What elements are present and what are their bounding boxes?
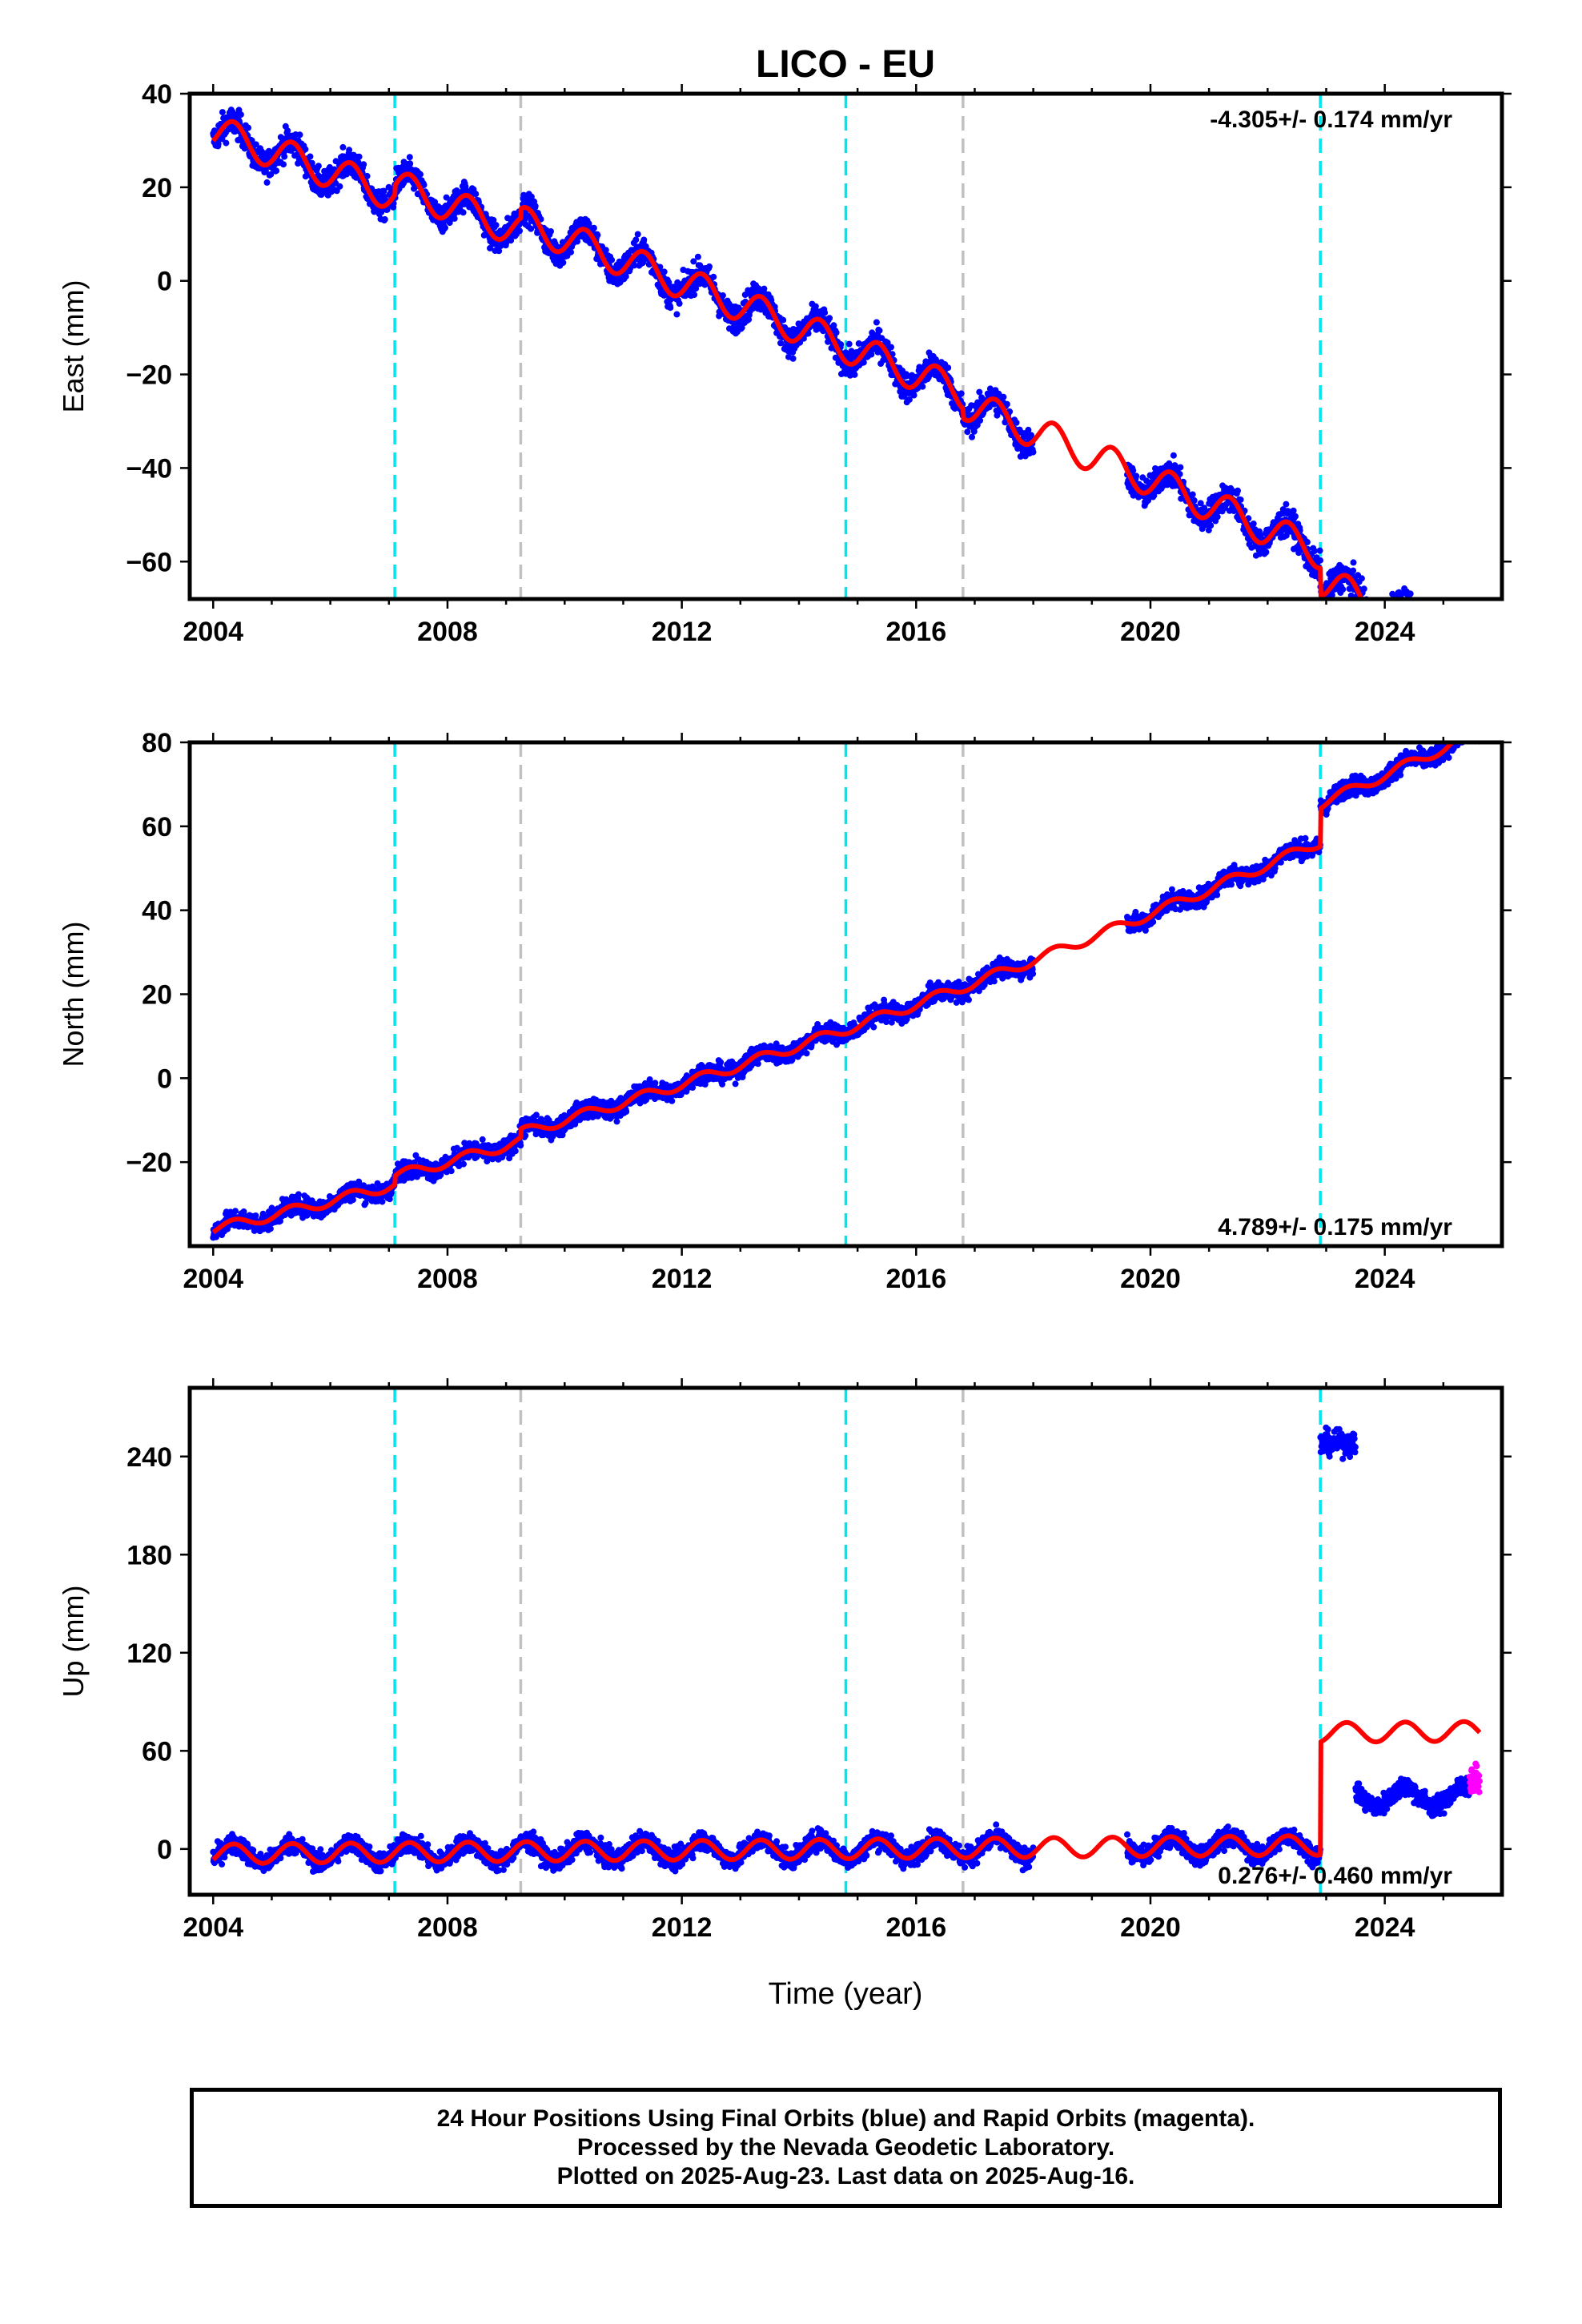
y-axis-label: North (mm) [57,922,90,1068]
x-tick-label: 2012 [652,617,713,647]
x-tick-label: 2004 [183,617,243,647]
y-tick-label: 80 [142,728,172,758]
y-axis-label: East (mm) [57,280,90,413]
y-tick-label: −60 [126,547,172,577]
x-tick-label: 2016 [885,1912,946,1943]
plot-frame [187,1385,1504,1897]
x-tick-label: 2020 [1120,1912,1181,1943]
y-tick-label: 40 [142,896,172,927]
rapid-orbit-points [1466,1760,1483,1795]
x-tick-label: 2024 [1355,1264,1415,1294]
velocity-label: -4.305+/- 0.174 mm/yr [1210,107,1452,133]
x-tick-label: 2004 [183,1912,243,1943]
y-tick-label: −20 [126,1148,172,1178]
east-panel: 2004 2008 2012 2016 2020 2024 −60 −40 −20 0 20 40 Ea… [57,79,1512,671]
velocity-label: 4.789+/- 0.175 mm/yr [1218,1214,1452,1240]
up-panel: 2004 2008 2012 2016 2020 2024 0 60 120 180 240 Up (… [57,1378,1512,1943]
chart-title: LICO - EU [756,43,935,86]
footer-caption-box: 24 Hour Positions Using Final Orbits (bl… [190,2088,1502,2208]
x-tick-label: 2012 [652,1264,713,1294]
y-tick-label: 120 [126,1638,172,1669]
plot-area [210,742,1483,1246]
x-tick-label: 2012 [652,1912,713,1943]
model-fit-line [211,1719,1482,1866]
model-fit-line [211,742,1456,1235]
y-tick-label: 0 [157,1063,172,1094]
x-tick-label: 2016 [885,617,946,647]
x-tick-label: 2004 [183,1264,243,1294]
footer-line: Processed by the Nevada Geodetic Laborat… [576,2134,1115,2161]
plot-area [210,1388,1483,1895]
x-tick-label: 2020 [1120,1264,1181,1294]
y-axis-label: Up (mm) [57,1586,90,1698]
x-tick-label: 2008 [417,617,478,647]
x-tick-label: 2016 [885,1264,946,1294]
x-tick-label: 2024 [1355,617,1415,647]
rapid-orbit-points [1467,621,1483,671]
y-tick-label: 60 [142,812,172,842]
y-tick-label: 0 [157,267,172,297]
x-tick-label: 2008 [417,1264,478,1294]
velocity-label: 0.276+/- 0.460 mm/yr [1218,1863,1452,1889]
final-orbit-points [210,742,1466,1241]
model-fit-line [211,119,1406,599]
y-tick-label: 240 [126,1442,172,1473]
footer-line: 24 Hour Positions Using Final Orbits (bl… [436,2105,1255,2132]
y-tick-label: 180 [126,1540,172,1570]
plot-area [210,94,1483,671]
y-tick-label: −40 [126,453,172,484]
north-panel: 2004 2008 2012 2016 2020 2024 −20 0 20 40 60 80 Nort… [57,728,1512,1294]
final-orbit-points [210,1424,1473,1875]
y-tick-label: −20 [126,360,172,391]
y-tick-label: 20 [142,173,172,203]
x-tick-label: 2008 [417,1912,478,1943]
plot-frame [187,91,1504,601]
y-tick-label: 20 [142,980,172,1011]
y-tick-label: 40 [142,79,172,110]
y-tick-label: 0 [157,1835,172,1865]
footer-line: Plotted on 2025-Aug-23. Last data on 202… [556,2163,1135,2189]
x-tick-label: 2020 [1120,617,1181,647]
x-axis-label: Time (year) [769,1977,923,2011]
final-orbit-points [210,107,1415,599]
x-tick-label: 2024 [1355,1912,1415,1943]
y-tick-label: 60 [142,1736,172,1767]
